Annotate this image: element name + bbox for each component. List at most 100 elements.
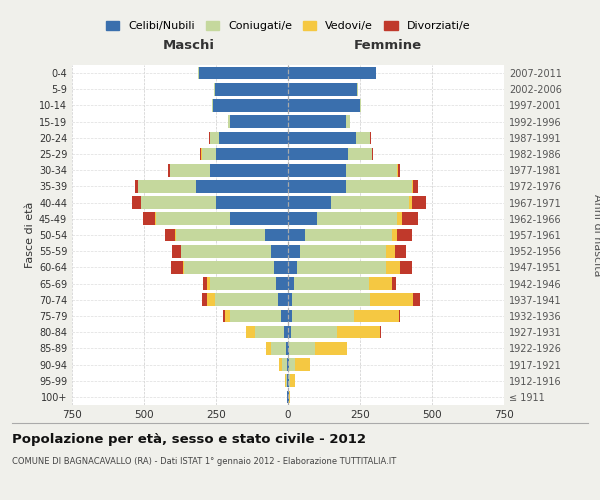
Bar bbox=[346, 116, 350, 128]
Text: Popolazione per età, sesso e stato civile - 2012: Popolazione per età, sesso e stato civil… bbox=[12, 432, 366, 446]
Bar bbox=[368, 278, 392, 290]
Bar bbox=[287, 374, 288, 387]
Bar bbox=[305, 228, 392, 241]
Bar bbox=[210, 278, 277, 290]
Bar bbox=[292, 294, 370, 306]
Bar bbox=[296, 261, 386, 274]
Bar bbox=[181, 245, 271, 258]
Bar bbox=[176, 228, 265, 241]
Bar bbox=[399, 310, 400, 322]
Bar bbox=[199, 67, 288, 80]
Bar bbox=[203, 278, 208, 290]
Bar bbox=[412, 196, 426, 209]
Bar bbox=[132, 196, 140, 209]
Bar bbox=[357, 83, 358, 96]
Bar bbox=[288, 358, 289, 371]
Bar bbox=[289, 358, 295, 371]
Bar bbox=[213, 99, 288, 112]
Bar bbox=[282, 358, 287, 371]
Bar bbox=[165, 228, 175, 241]
Bar bbox=[172, 245, 181, 258]
Bar bbox=[288, 67, 376, 80]
Bar bbox=[215, 83, 288, 96]
Bar bbox=[288, 326, 291, 338]
Bar bbox=[397, 164, 398, 176]
Bar bbox=[288, 310, 292, 322]
Bar bbox=[210, 164, 288, 176]
Bar bbox=[398, 164, 400, 176]
Bar bbox=[288, 180, 346, 192]
Bar bbox=[413, 294, 421, 306]
Bar bbox=[294, 278, 368, 290]
Bar bbox=[227, 116, 230, 128]
Bar bbox=[331, 196, 409, 209]
Bar bbox=[370, 294, 413, 306]
Bar bbox=[230, 212, 288, 225]
Text: Femmine: Femmine bbox=[353, 40, 421, 52]
Bar bbox=[413, 180, 418, 192]
Bar bbox=[184, 261, 274, 274]
Bar bbox=[277, 278, 288, 290]
Bar bbox=[288, 132, 356, 144]
Bar bbox=[274, 261, 288, 274]
Bar bbox=[216, 196, 288, 209]
Bar bbox=[183, 261, 184, 274]
Bar bbox=[289, 374, 290, 387]
Bar bbox=[392, 278, 396, 290]
Bar bbox=[271, 342, 286, 354]
Bar bbox=[288, 294, 292, 306]
Bar bbox=[288, 261, 296, 274]
Bar bbox=[219, 132, 288, 144]
Bar bbox=[200, 148, 202, 160]
Bar bbox=[372, 148, 373, 160]
Bar bbox=[288, 342, 289, 354]
Bar bbox=[292, 310, 354, 322]
Bar bbox=[386, 261, 400, 274]
Bar bbox=[290, 374, 295, 387]
Bar bbox=[168, 164, 170, 176]
Bar bbox=[346, 164, 397, 176]
Bar bbox=[215, 294, 278, 306]
Bar bbox=[214, 83, 215, 96]
Bar bbox=[295, 358, 310, 371]
Bar bbox=[291, 326, 337, 338]
Bar bbox=[155, 212, 230, 225]
Bar bbox=[412, 180, 413, 192]
Bar bbox=[288, 116, 346, 128]
Text: COMUNE DI BAGNACAVALLO (RA) - Dati ISTAT 1° gennaio 2012 - Elaborazione TUTTITAL: COMUNE DI BAGNACAVALLO (RA) - Dati ISTAT… bbox=[12, 457, 396, 466]
Bar bbox=[280, 358, 282, 371]
Bar bbox=[285, 374, 286, 387]
Bar bbox=[288, 212, 317, 225]
Bar bbox=[172, 261, 183, 274]
Bar bbox=[356, 132, 370, 144]
Bar bbox=[409, 196, 412, 209]
Bar bbox=[317, 212, 397, 225]
Bar bbox=[288, 164, 346, 176]
Bar bbox=[288, 374, 289, 387]
Bar bbox=[216, 148, 288, 160]
Bar bbox=[346, 180, 412, 192]
Bar bbox=[360, 99, 361, 112]
Bar bbox=[400, 261, 412, 274]
Bar bbox=[138, 180, 196, 192]
Bar bbox=[395, 245, 406, 258]
Bar bbox=[397, 212, 402, 225]
Bar bbox=[286, 374, 287, 387]
Bar bbox=[208, 294, 215, 306]
Bar bbox=[212, 99, 213, 112]
Bar bbox=[284, 326, 288, 338]
Bar bbox=[255, 326, 284, 338]
Bar bbox=[288, 278, 294, 290]
Bar bbox=[265, 228, 288, 241]
Bar bbox=[223, 310, 224, 322]
Bar bbox=[316, 342, 347, 354]
Bar bbox=[354, 310, 399, 322]
Bar bbox=[230, 310, 281, 322]
Bar bbox=[397, 228, 412, 241]
Bar bbox=[210, 132, 219, 144]
Bar bbox=[246, 326, 255, 338]
Bar bbox=[271, 245, 288, 258]
Bar bbox=[288, 99, 360, 112]
Text: Anni di nascita: Anni di nascita bbox=[592, 194, 600, 276]
Bar bbox=[299, 245, 386, 258]
